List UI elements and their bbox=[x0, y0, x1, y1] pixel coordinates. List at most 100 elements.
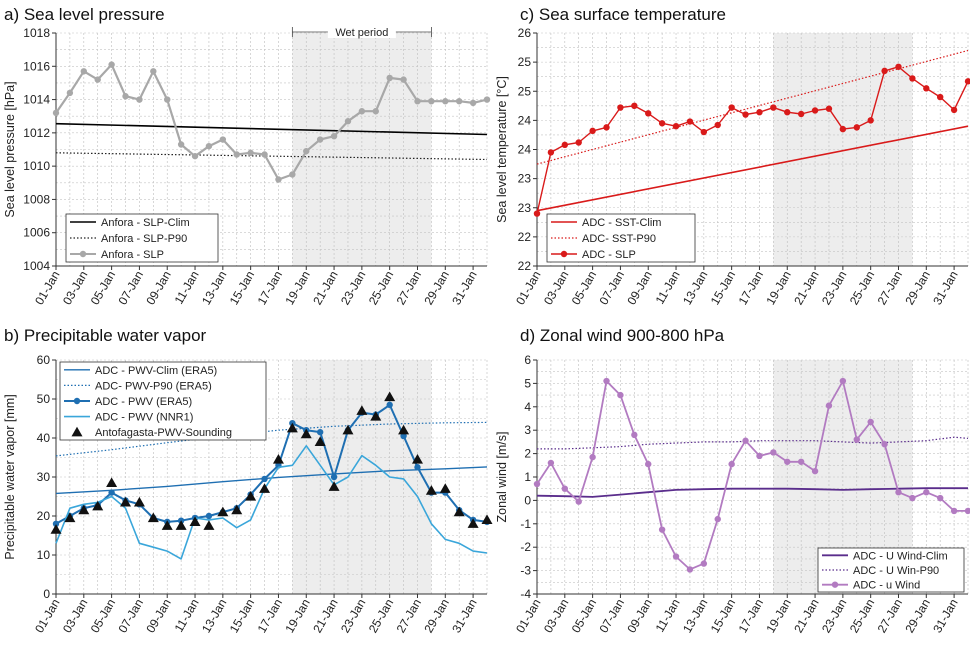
legend-entry: ADC - u Wind bbox=[853, 580, 920, 592]
data-point bbox=[247, 149, 254, 157]
series-3 bbox=[55, 444, 488, 560]
x-tick-label: 17-Jan bbox=[255, 597, 285, 636]
data-point bbox=[658, 120, 666, 127]
data-point bbox=[189, 516, 201, 526]
legend-entry: Antofagasta-PWV-Sounding bbox=[95, 427, 232, 439]
x-tick-label: 15-Jan bbox=[708, 597, 738, 636]
data-point bbox=[164, 96, 171, 103]
series-line bbox=[55, 444, 488, 560]
y-tick-label: 30 bbox=[37, 470, 51, 484]
data-point bbox=[205, 142, 213, 150]
x-tick-label: 19-Jan bbox=[282, 597, 312, 636]
x-tick-label: 29-Jan bbox=[902, 597, 932, 636]
y-tick-label: -1 bbox=[520, 517, 531, 531]
series-4 bbox=[50, 391, 493, 534]
data-point bbox=[259, 483, 271, 493]
x-tick-label: 13-Jan bbox=[680, 597, 710, 636]
data-point bbox=[233, 151, 240, 158]
x-tick-label: 09-Jan bbox=[624, 597, 654, 636]
data-point bbox=[909, 494, 916, 502]
data-point bbox=[316, 136, 324, 143]
data-point bbox=[881, 67, 888, 75]
y-tick-label: 6 bbox=[524, 353, 531, 367]
data-point bbox=[469, 99, 477, 107]
data-point bbox=[631, 431, 638, 439]
legend-entry: ADC- PWV-P90 (ERA5) bbox=[95, 380, 212, 392]
series-0 bbox=[536, 487, 968, 498]
data-point bbox=[316, 428, 324, 436]
series-2 bbox=[533, 377, 970, 573]
x-tick-label: 25-Jan bbox=[847, 269, 877, 308]
x-tick-label: 25-Jan bbox=[366, 597, 396, 636]
y-tick-label: 0 bbox=[524, 493, 531, 507]
x-tick-label: 17-Jan bbox=[255, 269, 285, 308]
data-point bbox=[575, 139, 582, 146]
data-point bbox=[455, 98, 463, 105]
data-point bbox=[853, 436, 860, 443]
x-tick-label: 03-Jan bbox=[60, 269, 90, 308]
series-line bbox=[55, 421, 488, 457]
data-point bbox=[342, 424, 354, 435]
data-point bbox=[356, 405, 368, 415]
data-point bbox=[700, 128, 708, 136]
data-point bbox=[303, 147, 310, 155]
data-point bbox=[191, 152, 199, 160]
data-point bbox=[300, 428, 312, 439]
data-point bbox=[784, 458, 791, 465]
data-point bbox=[547, 459, 555, 467]
wet-period-label: Wet period bbox=[335, 27, 388, 39]
data-point bbox=[66, 89, 74, 97]
x-tick-label: 21-Jan bbox=[310, 269, 340, 308]
data-point bbox=[867, 117, 874, 124]
x-tick-label: 17-Jan bbox=[736, 269, 766, 308]
panel-d: -4 -3 -2 -1 0 1 2 3 4 5 6 01-Jan03-Jan05-Jan07-Jan0… bbox=[495, 326, 970, 635]
data-point bbox=[384, 391, 396, 402]
data-point bbox=[575, 498, 582, 505]
y-tick-label: 25 bbox=[518, 84, 532, 98]
x-tick-label: 11-Jan bbox=[653, 269, 683, 307]
y-tick-label: 1014 bbox=[23, 93, 50, 107]
x-tick-label: 11-Jan bbox=[653, 597, 683, 635]
data-point bbox=[533, 210, 541, 217]
x-tick-label: 09-Jan bbox=[143, 597, 173, 636]
data-point bbox=[825, 402, 833, 409]
legend: ADC - U Wind-Clim ADC - U Win-P90 ADC - u … bbox=[817, 547, 965, 593]
data-point bbox=[400, 432, 407, 440]
series-2 bbox=[52, 61, 491, 183]
y-axis-label: Sea level pressure [hPa] bbox=[3, 81, 17, 217]
y-tick-label: 1018 bbox=[23, 26, 50, 40]
data-point bbox=[398, 424, 410, 435]
data-point bbox=[964, 507, 970, 515]
y-tick-label: 1008 bbox=[23, 192, 50, 206]
x-tick-label: 05-Jan bbox=[569, 597, 599, 636]
data-point bbox=[203, 520, 215, 530]
x-tick-label: 23-Jan bbox=[338, 269, 368, 308]
legend-entry: ADC - PWV (NNR1) bbox=[95, 412, 193, 424]
y-tick-label: 22 bbox=[518, 259, 532, 273]
x-tick-label: 23-Jan bbox=[338, 597, 368, 636]
data-point bbox=[784, 109, 791, 116]
data-point bbox=[645, 460, 652, 468]
data-point bbox=[561, 485, 569, 492]
x-tick-label: 13-Jan bbox=[680, 269, 710, 308]
chart-title: b) Precipitable water vapor bbox=[4, 326, 207, 345]
series-1 bbox=[55, 421, 488, 457]
data-point bbox=[533, 480, 541, 488]
data-point bbox=[481, 514, 493, 525]
data-point bbox=[64, 512, 76, 523]
data-point bbox=[714, 515, 721, 523]
data-point bbox=[950, 106, 958, 114]
x-tick-label: 03-Jan bbox=[60, 597, 90, 636]
data-point bbox=[400, 76, 407, 83]
data-point bbox=[714, 121, 721, 129]
data-point bbox=[425, 485, 437, 495]
data-point bbox=[811, 467, 819, 475]
data-point bbox=[78, 504, 90, 515]
data-point bbox=[756, 109, 763, 116]
data-point bbox=[867, 418, 874, 426]
data-point bbox=[936, 93, 944, 101]
series-line bbox=[536, 125, 969, 212]
y-tick-label: 22 bbox=[518, 230, 532, 244]
data-point bbox=[372, 108, 379, 115]
data-point bbox=[923, 489, 930, 496]
